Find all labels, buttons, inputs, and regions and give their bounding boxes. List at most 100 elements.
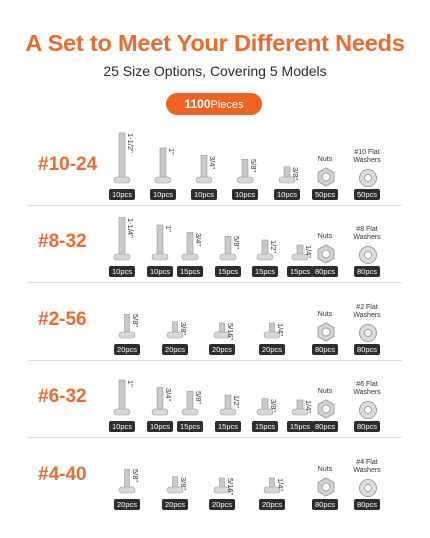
screw-head — [263, 486, 281, 494]
screw-image — [291, 399, 309, 416]
screw-length: 5/8" — [131, 469, 140, 483]
quantity-badge: 20pcs — [162, 344, 188, 355]
screw-head — [154, 176, 172, 184]
row-divider — [28, 205, 402, 206]
screw-head — [213, 486, 231, 494]
screw-image — [256, 239, 274, 261]
row-divider — [28, 360, 402, 361]
flat-washer-icon — [359, 401, 377, 419]
flat-washer-icon — [359, 479, 377, 497]
screw-shaft — [219, 477, 225, 489]
model-label: #6-32 — [38, 386, 87, 407]
quantity-badge: 10pcs — [150, 189, 176, 200]
screw-head — [195, 176, 213, 184]
quantity-badge: 10pcs — [109, 189, 135, 200]
quantity-badge: 10pcs — [191, 189, 217, 200]
screw-image — [256, 398, 274, 416]
screw-length: 5/8" — [249, 159, 258, 173]
quantity-badge: 20pcs — [114, 499, 140, 510]
screw-head — [278, 176, 296, 184]
screw-head — [219, 253, 237, 261]
screw-length: 1/2" — [269, 240, 278, 254]
screw-head — [113, 408, 131, 416]
screw-head — [118, 486, 136, 494]
screw-shaft — [186, 390, 194, 411]
washers-label: #4 Flat Washers — [353, 459, 381, 474]
quantity-badge: 20pcs — [114, 344, 140, 355]
screw-head — [256, 253, 274, 261]
quantity-badge: 20pcs — [209, 344, 235, 355]
hex-nut-icon — [317, 322, 335, 342]
screw-image — [263, 477, 281, 494]
screw-image — [236, 158, 254, 184]
screw-image — [219, 394, 237, 416]
screw-image — [213, 322, 231, 339]
screw-shaft — [156, 224, 164, 256]
quantity-badge: 80pcs — [354, 344, 380, 355]
quantity-badge: 80pcs — [312, 499, 338, 510]
screw-head — [213, 331, 231, 339]
washers-label: #2 Flat Washers — [353, 304, 381, 319]
screw-length: 1-1/2" — [126, 133, 135, 153]
screw-shaft — [118, 217, 126, 256]
screw-shaft — [172, 321, 178, 334]
quantity-badge: 10pcs — [232, 189, 258, 200]
screw-image — [113, 217, 131, 261]
screw-shaft — [224, 394, 232, 411]
screw-image — [181, 390, 199, 416]
screw-head — [151, 253, 169, 261]
hex-nut-icon — [317, 477, 335, 497]
screw-length: 3/8" — [291, 166, 300, 180]
quantity-badge: 15pcs — [252, 266, 278, 277]
screw-image — [113, 132, 131, 184]
screw-length: 3/8" — [179, 321, 188, 335]
screw-length: 5/8" — [232, 236, 241, 250]
quantity-badge: 20pcs — [259, 499, 285, 510]
model-label: #2-56 — [38, 309, 87, 330]
screw-length: 1/2" — [232, 395, 241, 409]
screw-shaft — [261, 239, 269, 256]
screw-head — [113, 253, 131, 261]
nuts-label: Nuts — [317, 311, 333, 318]
screw-image — [166, 476, 184, 494]
screw-head — [181, 408, 199, 416]
screw-head — [113, 176, 131, 184]
model-label: #4-40 — [38, 464, 87, 485]
screw-image — [154, 147, 172, 184]
quantity-badge: 10pcs — [109, 421, 135, 432]
model-row: #8-32 1-1/4" 10pcs 1" 10pcs 3/4" 15pcs 5/8" 15pc… — [0, 205, 430, 282]
quantity-badge: 10pcs — [147, 266, 173, 277]
screw-shaft — [156, 387, 164, 411]
flat-washer-icon — [359, 324, 377, 342]
screw-image — [151, 224, 169, 261]
screw-shaft — [219, 322, 225, 334]
screw-shaft — [159, 147, 167, 179]
model-row: #4-40 5/8" 20pcs 3/8" 20pcs 5/16" 20pcs 1/4" 20p… — [0, 438, 430, 515]
model-row: #6-32 1" 10pcs 3/4" 10pcs 5/8" 15pcs 1/2" 15pcs 3… — [0, 360, 430, 437]
screw-length: 5/8" — [194, 391, 203, 405]
screw-length: 3/4" — [208, 155, 217, 169]
screw-shaft — [200, 155, 208, 179]
screw-shaft — [296, 244, 304, 256]
washers-label: #6 Flat Washers — [353, 381, 381, 396]
quantity-badge: 80pcs — [312, 266, 338, 277]
screw-shaft — [283, 166, 291, 179]
screw-length: 3/8" — [269, 398, 278, 412]
model-label: #8-32 — [38, 231, 87, 252]
screw-head — [151, 408, 169, 416]
screw-head — [118, 331, 136, 339]
screw-image — [118, 313, 136, 339]
page-subtitle: 25 Size Options, Covering 5 Models — [103, 63, 327, 79]
quantity-badge: 15pcs — [215, 421, 241, 432]
quantity-badge: 20pcs — [209, 499, 235, 510]
screw-head — [291, 253, 309, 261]
screw-length: 1/4" — [304, 400, 313, 414]
screw-image — [278, 166, 296, 184]
screw-image — [195, 155, 213, 184]
screw-shaft — [124, 468, 130, 489]
screw-length: 5/16" — [226, 323, 235, 341]
screw-shaft — [296, 399, 304, 411]
row-divider — [28, 282, 402, 283]
screw-length: 3/8" — [179, 476, 188, 490]
page-title: A Set to Meet Your Different Needs — [25, 30, 405, 56]
